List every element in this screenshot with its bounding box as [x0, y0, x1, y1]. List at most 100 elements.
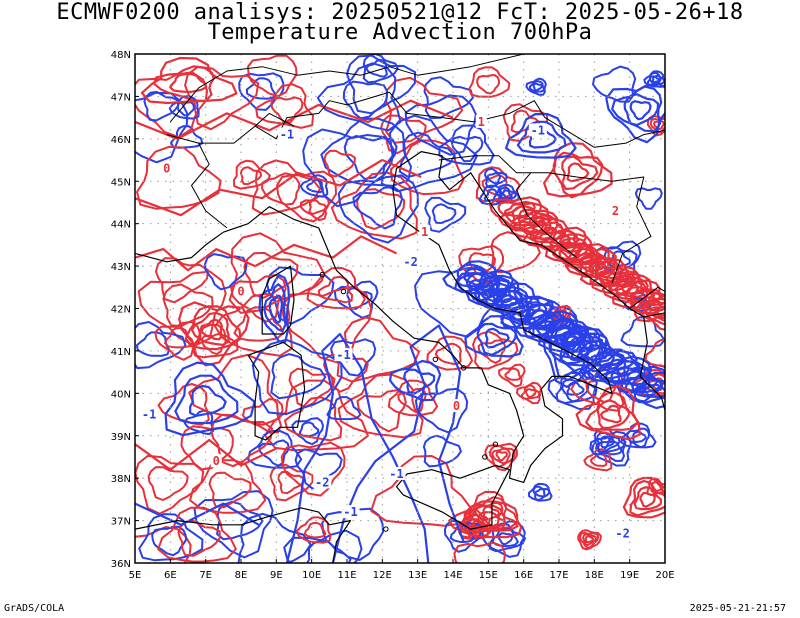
- sardinia-coastline: [247, 341, 306, 441]
- lat-label: 38N: [111, 474, 131, 485]
- contour-line: [168, 95, 200, 120]
- contour-line: [486, 172, 501, 185]
- lon-label: 15E: [479, 570, 498, 581]
- border-line: [297, 54, 524, 76]
- contour-line: [498, 363, 526, 388]
- border-line: [643, 312, 665, 318]
- island-outline: [482, 454, 488, 460]
- contour-line: [176, 101, 195, 117]
- contour-line: [174, 374, 239, 425]
- contour-line: [423, 76, 474, 120]
- contour-line: [164, 361, 256, 437]
- contour-line: [426, 335, 474, 371]
- contour-line: [579, 531, 600, 549]
- contour-label-bg: [451, 399, 463, 413]
- contour-label-bg: [528, 123, 547, 137]
- contour-line: [404, 94, 477, 156]
- lon-label: 20E: [655, 570, 674, 581]
- contour-line: [605, 81, 665, 144]
- contour-line: [299, 174, 329, 198]
- contour-line: [599, 404, 622, 424]
- contour-line: [590, 351, 615, 369]
- contour-line: [242, 398, 284, 434]
- contour-line: [532, 82, 543, 92]
- contour-label-bg: [341, 505, 360, 519]
- contour-line: [337, 174, 419, 244]
- contour-line: [269, 463, 314, 502]
- contour-line: [656, 307, 665, 319]
- contour-line: [266, 266, 335, 325]
- island-outline: [432, 356, 439, 363]
- island-outline: [460, 365, 467, 371]
- contour-line: [135, 526, 192, 563]
- lon-label: 10E: [302, 570, 321, 581]
- contour-line: [525, 77, 547, 96]
- contour-line: [495, 450, 508, 462]
- contour-label-bg: [419, 225, 431, 239]
- contour-line: [137, 270, 227, 347]
- contour-value-label: 2: [612, 204, 619, 218]
- lat-label: 43N: [111, 262, 131, 273]
- malta-outline: [465, 565, 469, 569]
- contour-label-bg: [613, 526, 632, 540]
- contour-label-bg: [401, 254, 420, 268]
- contour-line: [135, 321, 187, 370]
- axis-labels: 5E 6E 7E 8E 9E 10E 11E 12E 13E 14E 15E 16E 17E 18E 19E…: [111, 50, 675, 581]
- contour-line: [585, 392, 639, 431]
- contour-line: [629, 100, 652, 121]
- contour-line: [600, 435, 616, 449]
- contour-line: [500, 294, 520, 308]
- contour-value-label: -2: [403, 255, 417, 269]
- contour-line: [270, 353, 327, 400]
- lat-label: 45N: [111, 177, 131, 188]
- contour-line: [644, 339, 665, 368]
- lon-label: 5E: [129, 570, 142, 581]
- border-line: [516, 172, 578, 258]
- lat-label: 46N: [111, 135, 131, 146]
- contour-line: [189, 459, 267, 514]
- footer-timestamp: 2025-05-21-21:57: [689, 603, 786, 614]
- contour-line: [365, 58, 388, 78]
- contour-line: [258, 273, 291, 343]
- contour-line: [497, 532, 514, 546]
- title-line-1: ECMWF0200 analisys: 20250521@12 FcT: 202…: [56, 0, 744, 25]
- contour-label-bg: [161, 161, 173, 175]
- contour-line: [239, 166, 262, 186]
- contour-line: [505, 112, 577, 159]
- contour-line: [615, 367, 664, 394]
- contour-line: [245, 77, 276, 100]
- contour-value-label: -1: [280, 128, 294, 142]
- contour-line: [622, 476, 665, 519]
- contour-line: [491, 447, 511, 465]
- contour-line: [323, 149, 356, 178]
- contour-line: [477, 339, 507, 364]
- lon-label: 18E: [585, 570, 604, 581]
- contour-line: [552, 151, 604, 199]
- contour-line: [285, 332, 430, 563]
- contour-label-bg: [140, 407, 159, 421]
- contour-line: [499, 189, 513, 199]
- contour-line: [214, 292, 293, 357]
- contour-line: [247, 429, 303, 469]
- contour-line: [476, 322, 517, 356]
- contour-line: [305, 539, 352, 563]
- footer-credit: GrADS/COLA: [4, 603, 65, 614]
- contour-label-bg: [610, 203, 622, 217]
- border-line: [629, 286, 665, 309]
- contour-line: [636, 300, 665, 331]
- border-line: [254, 112, 295, 127]
- lat-label: 48N: [111, 50, 131, 61]
- contour-line: [298, 421, 320, 437]
- lon-label: 6E: [164, 570, 177, 581]
- contour-line: [255, 83, 314, 129]
- lon-label: 13E: [408, 570, 427, 581]
- lon-label: 17E: [549, 570, 568, 581]
- contour-line: [468, 66, 511, 98]
- contour-line: [471, 511, 506, 529]
- contour-line: [352, 185, 404, 230]
- contour-line: [306, 178, 324, 194]
- contour-line: [633, 486, 662, 511]
- contour-label-bg: [334, 348, 353, 362]
- contour-line: [270, 96, 304, 124]
- contour-line: [424, 196, 467, 233]
